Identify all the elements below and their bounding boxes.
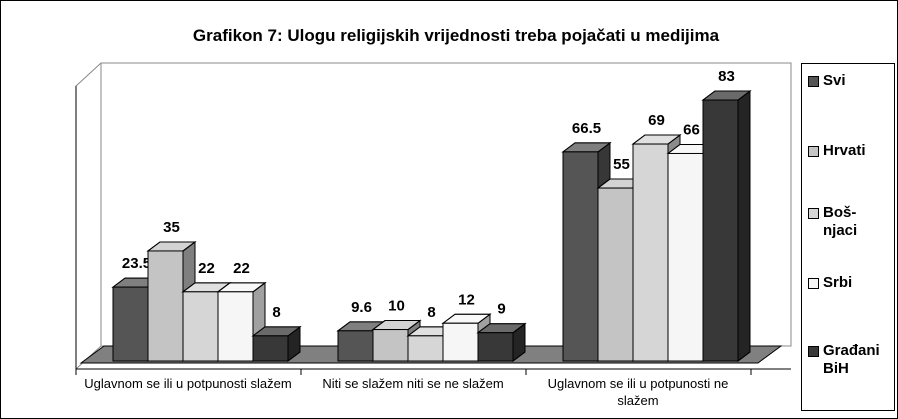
bar-front [702,99,739,362]
data-label: 23.5 [122,255,151,272]
bar-front [337,330,374,362]
data-label: 9 [497,301,505,318]
legend-swatch [808,208,819,219]
legend-swatch [808,346,819,357]
legend-swatch [808,146,819,157]
data-label: 35 [163,219,180,236]
data-label: 66.5 [572,120,601,137]
bar-front [252,335,289,362]
x-tick-label: Niti se slažem niti se ne slažem [322,376,504,391]
data-label: 8 [272,304,280,321]
bar-front [477,332,514,362]
legend-label: Hrvati [823,142,866,159]
data-label: 10 [388,298,405,315]
bar-front [147,250,184,362]
bar [701,90,752,362]
data-label: 9.6 [351,299,372,316]
legend-label: Srbi [823,274,853,291]
bar-front [667,152,704,362]
bar-front [632,143,669,362]
data-label: 83 [718,68,735,85]
x-tick-label: Uglavnom se ili u potpunosti slažem [84,376,292,391]
bar-front [112,286,149,362]
bar-front [562,151,599,362]
legend-label: Građani BiH [823,342,880,377]
legend: Svi Hrvati Boš-njaci Srbi Građani BiH [801,63,895,411]
chart-title: Grafikon 7: Ulogu religijskih vrijednost… [193,26,720,45]
bar-front [442,322,479,362]
bar-front [407,335,444,362]
legend-label: Boš-njaci [823,204,858,239]
data-label: 22 [233,260,250,277]
bar [251,325,302,362]
bar-side-shade [737,90,751,362]
bar-front [597,187,634,362]
data-label: 8 [427,304,435,321]
data-label: 12 [458,291,475,308]
data-label: 55 [613,156,630,173]
data-label: 22 [198,260,215,277]
data-label: 69 [648,112,665,129]
x-tick-label: Uglavnom se ili u potpunosti ne slažem [547,376,729,408]
bar-front [182,291,219,362]
legend-label: Svi [823,72,846,89]
legend-swatch [808,278,819,289]
bar-front [372,329,409,362]
bar-front [217,291,254,362]
legend-swatch [808,76,819,87]
bar [476,322,527,362]
data-label: 66 [683,121,700,138]
